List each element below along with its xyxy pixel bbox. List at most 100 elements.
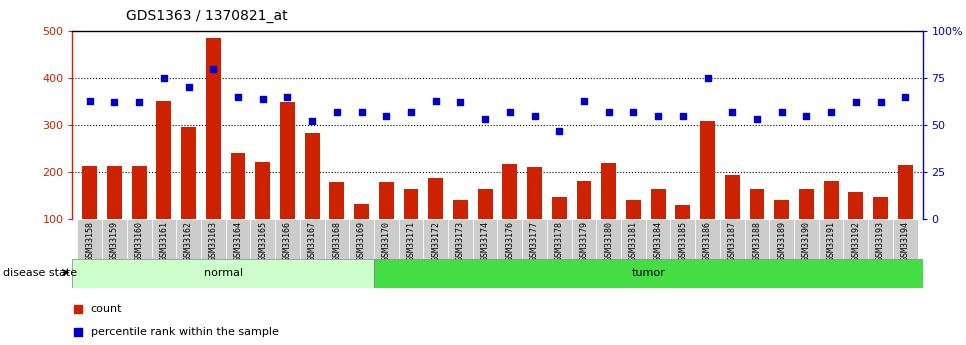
Point bbox=[848, 100, 864, 105]
Bar bbox=[250, 219, 275, 259]
Text: GSM33178: GSM33178 bbox=[554, 221, 564, 261]
Text: GSM33190: GSM33190 bbox=[802, 221, 810, 261]
Text: GSM33179: GSM33179 bbox=[580, 221, 588, 261]
Text: GSM33186: GSM33186 bbox=[703, 221, 712, 261]
Bar bbox=[769, 219, 794, 259]
Bar bbox=[527, 167, 542, 219]
Text: GSM33188: GSM33188 bbox=[753, 221, 761, 261]
Bar bbox=[873, 197, 888, 219]
Point bbox=[897, 94, 913, 100]
Bar bbox=[379, 183, 394, 219]
Bar bbox=[572, 219, 596, 259]
Text: GSM33191: GSM33191 bbox=[827, 221, 836, 261]
Bar bbox=[651, 189, 666, 219]
Point bbox=[502, 109, 518, 115]
Bar bbox=[775, 200, 789, 219]
Point bbox=[823, 109, 838, 115]
Text: GSM33160: GSM33160 bbox=[134, 221, 144, 261]
Bar bbox=[893, 219, 918, 259]
Text: GSM33193: GSM33193 bbox=[876, 221, 885, 261]
Text: GSM33165: GSM33165 bbox=[258, 221, 268, 261]
Text: GSM33174: GSM33174 bbox=[481, 221, 490, 261]
Bar bbox=[404, 188, 418, 219]
Bar bbox=[201, 219, 226, 259]
Text: GSM33194: GSM33194 bbox=[900, 221, 910, 261]
Bar bbox=[82, 166, 98, 219]
Bar bbox=[448, 219, 472, 259]
Bar bbox=[848, 192, 864, 219]
Point bbox=[873, 100, 889, 105]
Point bbox=[650, 113, 666, 118]
Point bbox=[106, 100, 122, 105]
Bar bbox=[724, 175, 740, 219]
Text: GSM33172: GSM33172 bbox=[431, 221, 440, 261]
Bar bbox=[502, 164, 517, 219]
Text: GSM33170: GSM33170 bbox=[382, 221, 391, 261]
Text: GSM33162: GSM33162 bbox=[185, 221, 193, 261]
Text: GSM33192: GSM33192 bbox=[851, 221, 861, 261]
Bar bbox=[350, 219, 374, 259]
Bar bbox=[700, 121, 715, 219]
Text: GSM33166: GSM33166 bbox=[283, 221, 292, 261]
Point bbox=[304, 119, 320, 124]
Bar bbox=[720, 219, 745, 259]
Point bbox=[379, 113, 394, 118]
Bar bbox=[577, 180, 591, 219]
Bar bbox=[77, 219, 102, 259]
Point bbox=[280, 94, 296, 100]
Bar bbox=[497, 219, 523, 259]
Bar bbox=[675, 205, 691, 219]
Text: GSM33171: GSM33171 bbox=[407, 221, 415, 261]
Text: GDS1363 / 1370821_at: GDS1363 / 1370821_at bbox=[126, 9, 287, 23]
Point bbox=[577, 98, 592, 104]
Bar bbox=[596, 219, 621, 259]
Text: tumor: tumor bbox=[632, 268, 666, 278]
Bar bbox=[304, 133, 320, 219]
Bar bbox=[645, 219, 670, 259]
Bar bbox=[897, 165, 913, 219]
Point bbox=[181, 85, 196, 90]
Point bbox=[206, 66, 221, 71]
Point bbox=[724, 109, 740, 115]
Point bbox=[131, 100, 147, 105]
Point bbox=[255, 96, 270, 101]
Point bbox=[329, 109, 345, 115]
Bar bbox=[794, 219, 819, 259]
Bar bbox=[819, 219, 843, 259]
Bar bbox=[206, 38, 220, 219]
Bar bbox=[670, 219, 696, 259]
Text: GSM33167: GSM33167 bbox=[307, 221, 317, 261]
Bar bbox=[552, 197, 567, 219]
Text: disease state: disease state bbox=[3, 268, 77, 278]
Point bbox=[359, 23, 375, 28]
Text: GSM33159: GSM33159 bbox=[110, 221, 119, 261]
Text: GSM33161: GSM33161 bbox=[159, 221, 168, 261]
Point bbox=[359, 227, 375, 232]
Bar bbox=[374, 259, 923, 288]
Text: GSM33164: GSM33164 bbox=[234, 221, 242, 261]
Text: GSM33184: GSM33184 bbox=[654, 221, 663, 261]
Bar bbox=[626, 200, 640, 219]
Bar bbox=[226, 219, 250, 259]
Text: GSM33176: GSM33176 bbox=[505, 221, 514, 261]
Point bbox=[156, 75, 172, 81]
Point bbox=[675, 113, 691, 118]
Bar bbox=[601, 163, 616, 219]
Bar bbox=[399, 219, 423, 259]
Bar bbox=[547, 219, 572, 259]
Bar bbox=[523, 219, 547, 259]
Point bbox=[526, 113, 542, 118]
Bar bbox=[750, 189, 764, 219]
Point bbox=[453, 100, 469, 105]
Bar bbox=[152, 219, 176, 259]
Bar bbox=[374, 219, 399, 259]
Bar bbox=[843, 219, 868, 259]
Bar bbox=[182, 127, 196, 219]
Bar bbox=[423, 219, 448, 259]
Point bbox=[626, 109, 641, 115]
Point bbox=[82, 98, 98, 104]
Point bbox=[230, 94, 245, 100]
Bar bbox=[131, 166, 147, 219]
Bar bbox=[127, 219, 152, 259]
Bar bbox=[472, 219, 497, 259]
